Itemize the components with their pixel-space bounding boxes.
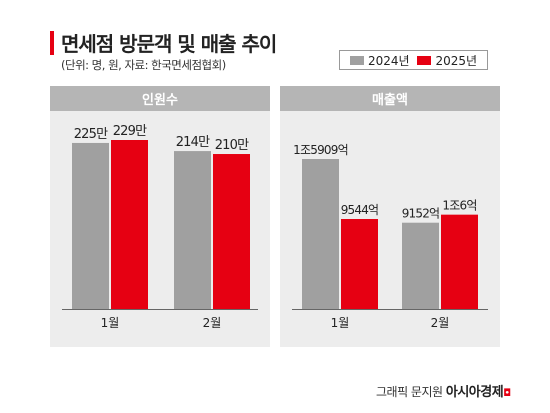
chart-subtitle: (단위: 명, 원, 자료: 한국면세점협회) [61,58,226,72]
title-accent-bar [50,31,54,55]
legend-label-2024: 2024년 [367,53,410,68]
bar-2025-1 [341,219,378,309]
data-label-2024-2: 9152억 [402,207,440,221]
data-label-2025-2: 1조6억 [442,199,476,213]
data-label-2024-2: 214만 [176,135,210,150]
legend-label-2025: 2025년 [435,53,478,68]
panel-sales: 매출액 1조5909억 9544억 1월 9152억 1조6억 2월 [280,86,500,347]
bar-2024-1 [302,159,339,309]
credit-brand: 아시아경제 [445,385,504,400]
category-label-1: 1월 [101,316,120,330]
legend-swatch-2025 [417,55,432,65]
legend-item-2024: 2024년 [349,52,410,69]
bar-2025-2 [441,214,478,309]
credit: 그래픽 문지원 아시아경제◘ [376,381,511,400]
category-label-1: 1월 [331,316,350,330]
bar-2024-2 [174,151,211,309]
credit-prefix: 그래픽 문지원 [376,385,443,399]
bar-2025-1 [111,140,148,309]
panel-header-visitors: 인원수 [50,86,270,111]
legend-item-2025: 2025년 [417,52,477,69]
chart-title: 면세점 방문객 및 매출 추이 [61,32,277,56]
brand-mark-icon: ◘ [503,388,511,399]
bar-2024-1 [72,142,109,309]
category-label-2: 2월 [203,316,222,330]
category-label-2: 2월 [431,316,450,330]
legend: 2024년 2025년 [339,50,488,70]
bar-2025-2 [213,154,250,309]
data-label-2025-1: 229만 [113,124,147,139]
data-label-2024-1: 225만 [74,127,108,142]
panel-header-sales: 매출액 [280,86,500,111]
data-label-2025-1: 9544억 [341,203,379,217]
bar-2024-2 [402,222,439,309]
legend-swatch-2024 [349,55,364,65]
panel-visitors: 인원수 225만 229만 1월 214만 210만 2월 [50,86,270,347]
visitors-chart: 225만 229만 1월 214만 210만 2월 [62,124,258,330]
data-label-2024-1: 1조5909억 [293,143,348,157]
data-label-2025-2: 210만 [215,138,249,153]
